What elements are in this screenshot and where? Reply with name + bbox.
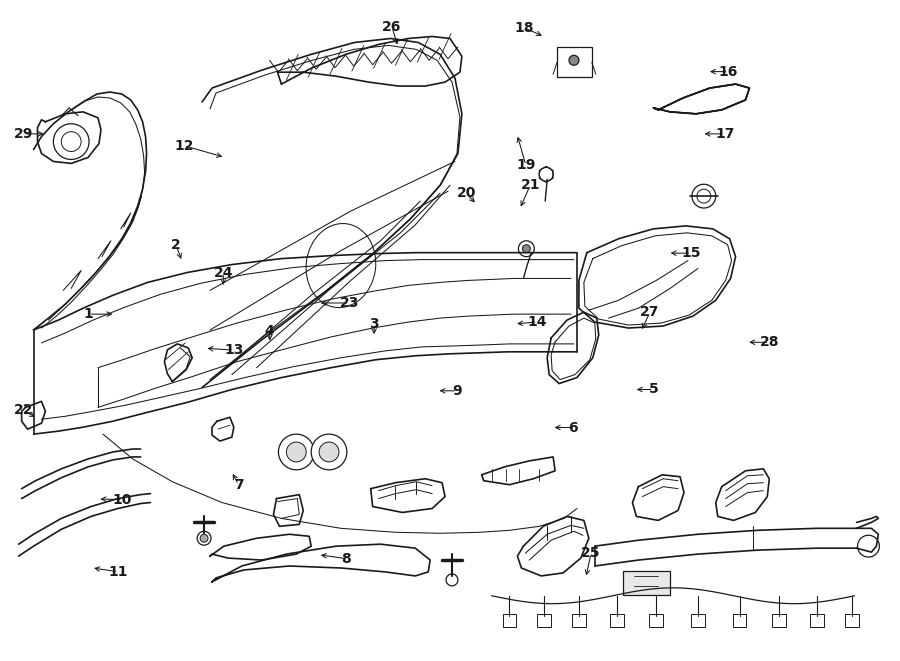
Circle shape	[522, 245, 530, 253]
Polygon shape	[653, 84, 750, 114]
Text: 14: 14	[527, 315, 547, 329]
Circle shape	[200, 534, 208, 542]
Circle shape	[278, 434, 314, 470]
Text: 13: 13	[224, 343, 244, 357]
FancyBboxPatch shape	[572, 613, 586, 627]
Text: 19: 19	[517, 159, 535, 173]
Text: 18: 18	[514, 20, 534, 34]
FancyBboxPatch shape	[502, 613, 517, 627]
FancyBboxPatch shape	[733, 613, 746, 627]
Text: 27: 27	[640, 305, 660, 319]
Circle shape	[286, 442, 306, 462]
FancyBboxPatch shape	[537, 613, 551, 627]
Text: 6: 6	[568, 420, 578, 434]
Text: 25: 25	[581, 547, 601, 561]
Text: 2: 2	[171, 239, 181, 253]
FancyBboxPatch shape	[772, 613, 787, 627]
FancyBboxPatch shape	[557, 48, 592, 77]
Text: 20: 20	[456, 186, 476, 200]
Circle shape	[311, 434, 346, 470]
Text: 17: 17	[716, 127, 734, 141]
Circle shape	[320, 442, 339, 462]
FancyBboxPatch shape	[609, 613, 624, 627]
Text: 10: 10	[112, 492, 132, 506]
Text: 9: 9	[453, 384, 462, 398]
Text: 16: 16	[719, 65, 738, 79]
Text: 5: 5	[649, 383, 659, 397]
Circle shape	[197, 531, 211, 545]
Text: 22: 22	[14, 403, 33, 418]
Text: 4: 4	[265, 323, 274, 338]
FancyBboxPatch shape	[691, 613, 705, 627]
Text: 11: 11	[108, 564, 128, 578]
Text: 12: 12	[175, 139, 194, 153]
Text: 1: 1	[84, 307, 94, 321]
Circle shape	[446, 574, 458, 586]
FancyBboxPatch shape	[649, 613, 663, 627]
Text: 15: 15	[681, 246, 701, 260]
Text: 24: 24	[213, 266, 233, 280]
Text: 29: 29	[14, 127, 33, 141]
Text: 28: 28	[760, 335, 779, 349]
Circle shape	[858, 535, 879, 557]
Text: 26: 26	[382, 20, 401, 34]
FancyBboxPatch shape	[845, 613, 859, 627]
Text: 21: 21	[520, 178, 540, 192]
Text: 8: 8	[342, 551, 351, 566]
Text: 3: 3	[369, 317, 379, 331]
FancyBboxPatch shape	[623, 571, 670, 595]
Circle shape	[569, 56, 579, 65]
Text: 23: 23	[339, 296, 359, 310]
Text: 7: 7	[234, 477, 243, 492]
FancyBboxPatch shape	[810, 613, 824, 627]
